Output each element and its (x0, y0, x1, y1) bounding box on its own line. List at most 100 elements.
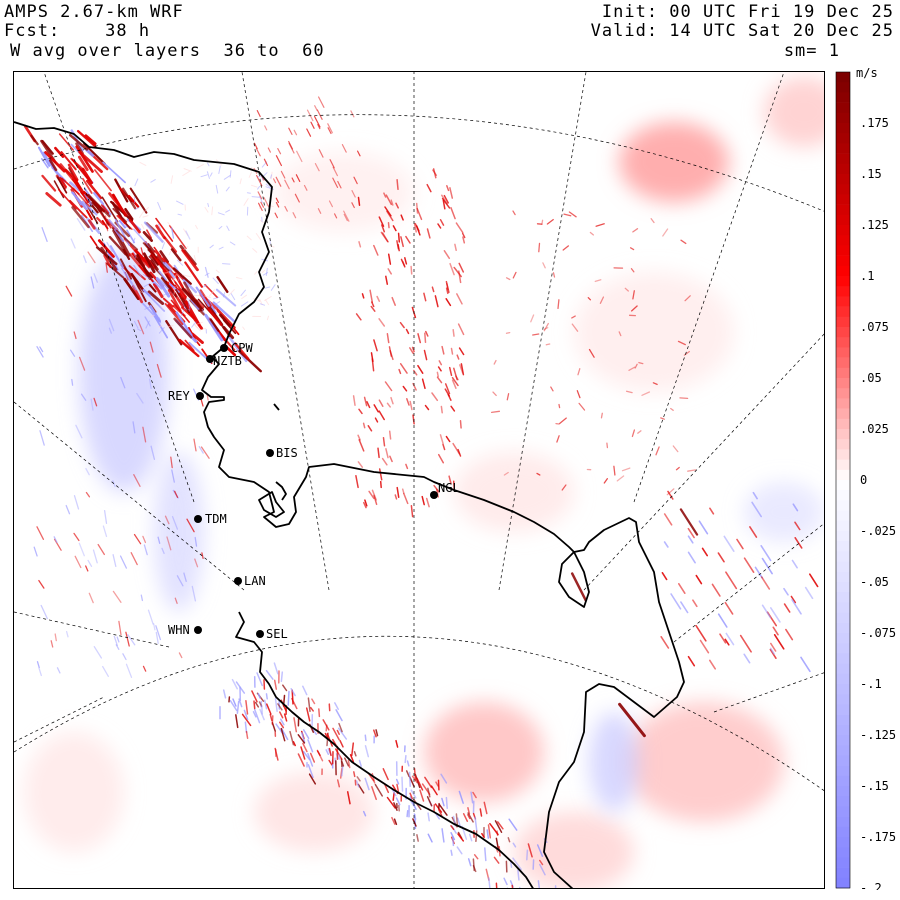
station-ngl[interactable]: NGL (430, 481, 460, 499)
velocity-streak (254, 701, 260, 708)
velocity-streak (178, 652, 183, 659)
velocity-streak (277, 703, 283, 711)
velocity-streak (167, 222, 171, 227)
velocity-streak (670, 593, 682, 610)
velocity-streak (121, 187, 137, 210)
velocity-streak (204, 295, 211, 298)
velocity-streak (201, 327, 207, 330)
velocity-streak (450, 825, 455, 831)
velocity-streak (78, 356, 86, 371)
velocity-streak (717, 552, 725, 563)
velocity-streak (512, 857, 522, 871)
colorbar-bin (836, 459, 850, 471)
velocity-streak (109, 245, 125, 269)
velocity-streak (510, 860, 513, 868)
velocity-streak (337, 727, 348, 740)
velocity-streak (302, 729, 310, 740)
velocity-streak (373, 404, 379, 413)
velocity-streak (201, 308, 207, 317)
velocity-streak (265, 299, 270, 306)
colorbar-bin (836, 316, 850, 328)
velocity-streak (388, 430, 392, 440)
station-tdm[interactable]: TDM (194, 512, 227, 526)
velocity-streak (386, 333, 390, 344)
velocity-streak (167, 288, 182, 313)
velocity-streak (447, 393, 452, 401)
colorbar-bin (836, 847, 850, 858)
velocity-streak (130, 552, 138, 566)
station-cpw[interactable]: CPW (220, 341, 253, 355)
velocity-streak (546, 218, 554, 225)
velocity-streak (436, 371, 439, 378)
velocity-streak (769, 648, 777, 660)
velocity-streak (183, 228, 189, 236)
station-lan[interactable]: LAN (234, 574, 266, 588)
colorbar-tick-label: .1 (860, 269, 874, 283)
station-nztb[interactable]: NZTB (206, 354, 242, 368)
velocity-streak (416, 207, 423, 221)
velocity-streak (338, 722, 343, 733)
velocity-streak (108, 219, 120, 233)
station-whn[interactable]: WHN (168, 623, 202, 637)
velocity-streak (268, 244, 275, 248)
velocity-streak (400, 258, 406, 268)
velocity-streak (370, 305, 376, 312)
velocity-streak (280, 728, 289, 741)
velocity-streak (760, 576, 771, 590)
velocity-streak (448, 475, 452, 485)
velocity-streak (139, 210, 145, 218)
velocity-streak (468, 833, 473, 842)
velocity-streak (263, 158, 269, 167)
velocity-streak (355, 474, 359, 489)
colorbar-bin (836, 214, 850, 226)
station-rey[interactable]: REY (168, 389, 204, 403)
velocity-streak (252, 248, 258, 253)
velocity-streak (396, 179, 399, 191)
velocity-streak (54, 633, 57, 642)
velocity-streak (625, 390, 633, 394)
velocity-streak (125, 631, 130, 647)
velocity-streak (440, 773, 448, 784)
velocity-streak (386, 210, 394, 222)
velocity-streak (675, 466, 680, 471)
velocity-streak (363, 396, 368, 407)
velocity-streak (396, 783, 400, 793)
velocity-streak (628, 366, 636, 371)
velocity-streak (258, 202, 263, 211)
velocity-streak (153, 246, 162, 258)
velocity-streak (411, 775, 418, 784)
velocity-streak (163, 236, 178, 253)
svg-text:REY: REY (168, 389, 190, 403)
velocity-streak (430, 785, 438, 796)
velocity-streak (790, 595, 797, 604)
velocity-streak (445, 298, 452, 307)
velocity-streak (357, 150, 361, 157)
velocity-streak (401, 488, 405, 494)
velocity-streak (736, 538, 744, 550)
velocity-streak (105, 262, 108, 273)
station-bis[interactable]: BIS (266, 446, 298, 460)
colorbar-bin (836, 174, 850, 185)
velocity-streak (717, 613, 728, 628)
colorbar-bin (836, 837, 850, 848)
velocity-streak (180, 309, 185, 316)
colorbar-border (835, 71, 851, 889)
velocity-streak (229, 699, 238, 712)
velocity-streak (442, 443, 446, 451)
velocity-streak (176, 259, 184, 266)
velocity-streak (158, 270, 167, 281)
velocity-streak (373, 339, 378, 352)
velocity-streak (412, 382, 417, 391)
station-sel[interactable]: SEL (256, 627, 288, 641)
velocity-streak (557, 299, 560, 310)
velocity-streak (144, 305, 152, 310)
map-panel[interactable]: CPW NZTB REY BIS NGL TDM (13, 71, 825, 889)
velocity-streak (379, 480, 382, 489)
velocity-streak (508, 818, 518, 831)
velocity-streak (783, 587, 789, 596)
velocity-streak (296, 150, 303, 163)
velocity-streak (456, 293, 463, 305)
velocity-streak (382, 436, 386, 447)
velocity-streak (204, 266, 209, 278)
velocity-streak (96, 216, 105, 226)
